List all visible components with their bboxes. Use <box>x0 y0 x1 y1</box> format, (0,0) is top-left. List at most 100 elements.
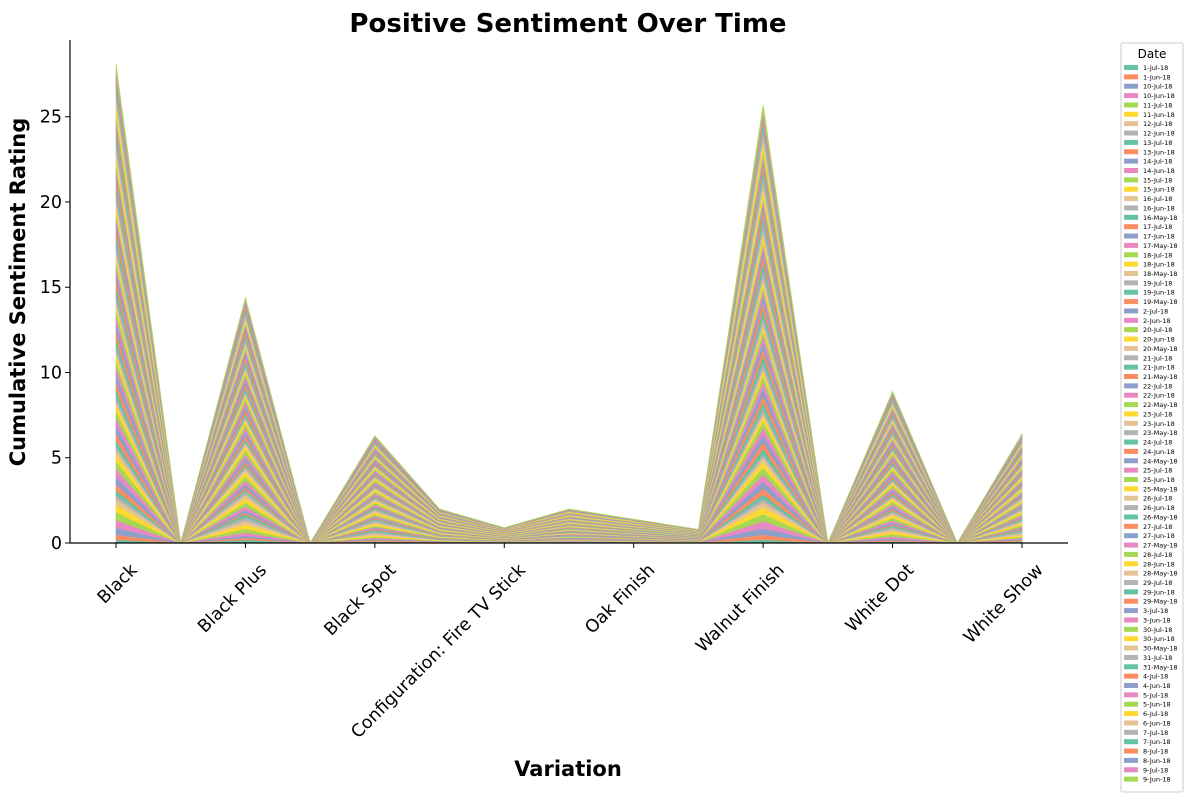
legend-item: 20-Jul-18 <box>1124 326 1172 334</box>
legend-label: 5-Jul-18 <box>1143 691 1168 699</box>
legend-item: 31-May-18 <box>1124 663 1178 671</box>
legend-item: 20-Jun-18 <box>1124 336 1175 344</box>
legend-item: 6-Jun-18 <box>1124 719 1171 727</box>
legend-item: 6-Jul-18 <box>1124 710 1168 718</box>
legend-swatch <box>1124 383 1138 389</box>
legend-item: 17-May-18 <box>1124 242 1178 250</box>
legend-label: 27-Jun-18 <box>1143 532 1175 540</box>
legend-swatch <box>1124 767 1138 773</box>
legend-item: 26-Jul-18 <box>1124 495 1172 503</box>
legend-item: 18-Jul-18 <box>1124 251 1172 259</box>
legend-label: 23-May-18 <box>1143 429 1178 437</box>
legend-label: 10-Jul-18 <box>1143 83 1172 91</box>
legend-swatch <box>1124 317 1138 323</box>
legend-item: 8-Jun-18 <box>1124 757 1171 765</box>
legend-label: 9-Jul-18 <box>1143 766 1168 774</box>
legend-label: 28-Jun-18 <box>1143 560 1175 568</box>
legend-label: 4-Jul-18 <box>1143 673 1168 681</box>
legend-swatch <box>1124 748 1138 754</box>
legend-item: 12-Jun-18 <box>1124 130 1175 138</box>
axes <box>69 40 1068 544</box>
legend-swatch <box>1124 692 1138 698</box>
legend-swatch <box>1124 252 1138 258</box>
legend-swatch <box>1124 196 1138 202</box>
legend-swatch <box>1124 355 1138 361</box>
legend-label: 13-Jun-18 <box>1143 148 1175 156</box>
legend-item: 24-May-18 <box>1124 457 1178 465</box>
x-tick-label: Black Spot <box>321 560 401 640</box>
legend-label: 9-Jun-18 <box>1143 776 1171 784</box>
legend-swatch <box>1124 392 1138 398</box>
legend-swatch <box>1124 430 1138 436</box>
legend-label: 22-Jun-18 <box>1143 392 1175 400</box>
y-tick-label: 10 <box>40 363 62 383</box>
legend-item: 5-Jul-18 <box>1124 691 1168 699</box>
legend-label: 16-May-18 <box>1143 214 1178 222</box>
legend-swatch <box>1124 327 1138 333</box>
legend-swatch <box>1124 551 1138 557</box>
legend-swatch <box>1124 514 1138 520</box>
legend-item: 21-Jun-18 <box>1124 364 1175 372</box>
legend-item: 22-Jun-18 <box>1124 392 1175 400</box>
legend-item: 2-Jun-18 <box>1124 317 1171 325</box>
legend-item: 5-Jun-18 <box>1124 701 1171 709</box>
legend-swatch <box>1124 402 1138 408</box>
legend-swatch <box>1124 242 1138 248</box>
legend-swatch <box>1124 542 1138 548</box>
legend-label: 11-Jul-18 <box>1143 101 1172 109</box>
legend-label: 11-Jun-18 <box>1143 111 1175 119</box>
legend-label: 14-Jun-18 <box>1143 167 1175 175</box>
legend-item: 28-Jun-18 <box>1124 560 1175 568</box>
legend-item: 24-Jul-18 <box>1124 439 1172 447</box>
legend-label: 23-Jul-18 <box>1143 410 1172 418</box>
legend-label: 14-Jul-18 <box>1143 158 1172 166</box>
legend-item: 21-Jul-18 <box>1124 354 1172 362</box>
legend-label: 24-Jul-18 <box>1143 439 1172 447</box>
legend-swatch <box>1124 336 1138 342</box>
legend-label: 13-Jul-18 <box>1143 139 1172 147</box>
legend-swatch <box>1124 523 1138 529</box>
legend-box <box>1120 42 1184 793</box>
legend-label: 18-Jul-18 <box>1143 251 1172 259</box>
chart-title: Positive Sentiment Over Time <box>349 9 786 39</box>
legend-swatch <box>1124 448 1138 454</box>
legend-label: 29-Jul-18 <box>1143 579 1172 587</box>
legend-swatch <box>1124 149 1138 155</box>
legend-item: 16-May-18 <box>1124 214 1178 222</box>
legend-item: 1-Jun-18 <box>1124 73 1171 81</box>
legend-item: 12-Jul-18 <box>1124 120 1172 128</box>
legend-label: 16-Jul-18 <box>1143 195 1172 203</box>
legend-item: 17-Jun-18 <box>1124 233 1175 241</box>
legend-item: 20-May-18 <box>1124 345 1178 353</box>
legend-swatch <box>1124 420 1138 426</box>
legend-item: 18-Jun-18 <box>1124 261 1175 269</box>
legend-item: 27-Jul-18 <box>1124 523 1172 531</box>
legend-swatch <box>1124 130 1138 136</box>
legend-swatch <box>1124 233 1138 239</box>
legend-swatch <box>1124 617 1138 623</box>
legend-swatch <box>1124 505 1138 511</box>
legend-swatch <box>1124 533 1138 539</box>
legend-item: 22-Jul-18 <box>1124 382 1172 390</box>
legend-swatch <box>1124 205 1138 211</box>
legend-item: 23-Jul-18 <box>1124 410 1172 418</box>
legend-label: 27-May-18 <box>1143 542 1178 550</box>
stacked-areas <box>115 63 1023 545</box>
legend-swatch <box>1124 139 1138 145</box>
legend-swatch <box>1124 271 1138 276</box>
legend-label: 1-Jun-18 <box>1143 73 1171 81</box>
y-tick-label: 15 <box>40 278 62 298</box>
legend-label: 20-Jul-18 <box>1143 326 1172 334</box>
legend-swatch <box>1124 439 1138 445</box>
legend-label: 19-Jul-18 <box>1143 279 1172 287</box>
legend-label: 2-Jun-18 <box>1143 317 1171 325</box>
legend-item: 30-Jul-18 <box>1124 626 1172 634</box>
legend-swatch <box>1124 102 1138 108</box>
legend-item: 30-May-18 <box>1124 645 1178 653</box>
legend-item: 27-May-18 <box>1124 542 1178 550</box>
legend-label: 30-May-18 <box>1143 645 1178 653</box>
legend-swatch <box>1124 374 1138 379</box>
legend-item: 3-Jul-18 <box>1124 607 1168 615</box>
legend-label: 21-Jul-18 <box>1143 354 1172 362</box>
